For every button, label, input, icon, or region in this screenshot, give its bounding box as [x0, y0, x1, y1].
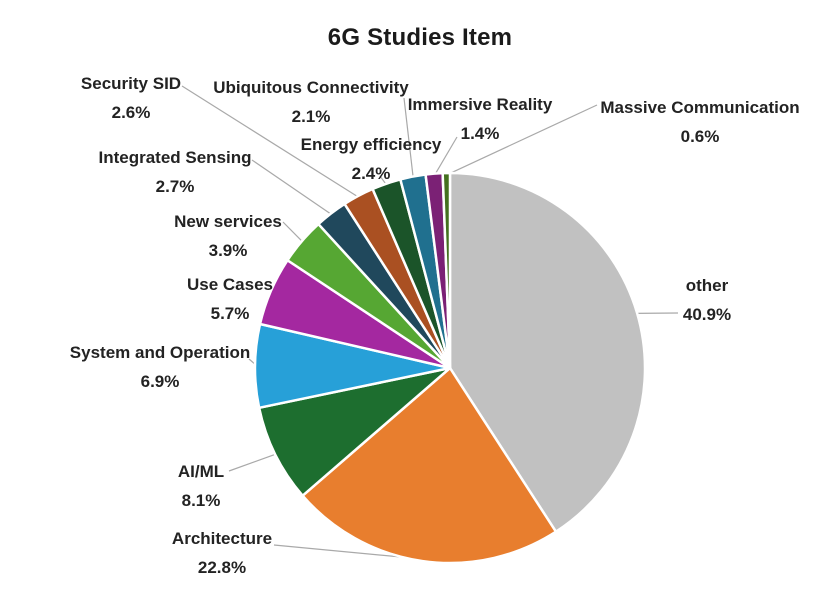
pie-slice-ai-ml: [257, 366, 452, 497]
leader-line-immersive-reality: [433, 136, 458, 176]
leader-line-ubiquitous-connectivity: [403, 97, 414, 179]
pie-slice-architecture: [301, 366, 558, 565]
chart-title: 6G Studies Item: [327, 24, 513, 51]
pie-slices: [253, 171, 647, 565]
leader-line-massive-communication: [446, 104, 598, 176]
leader-line-security-sid: [181, 85, 360, 199]
leader-line-integrated-sensing: [251, 159, 333, 216]
leader-line-ai-ml: [228, 453, 278, 472]
leader-line-new-services: [282, 221, 304, 243]
pie-slice-massive-communication: [441, 171, 452, 370]
leader-lines: [181, 85, 679, 560]
